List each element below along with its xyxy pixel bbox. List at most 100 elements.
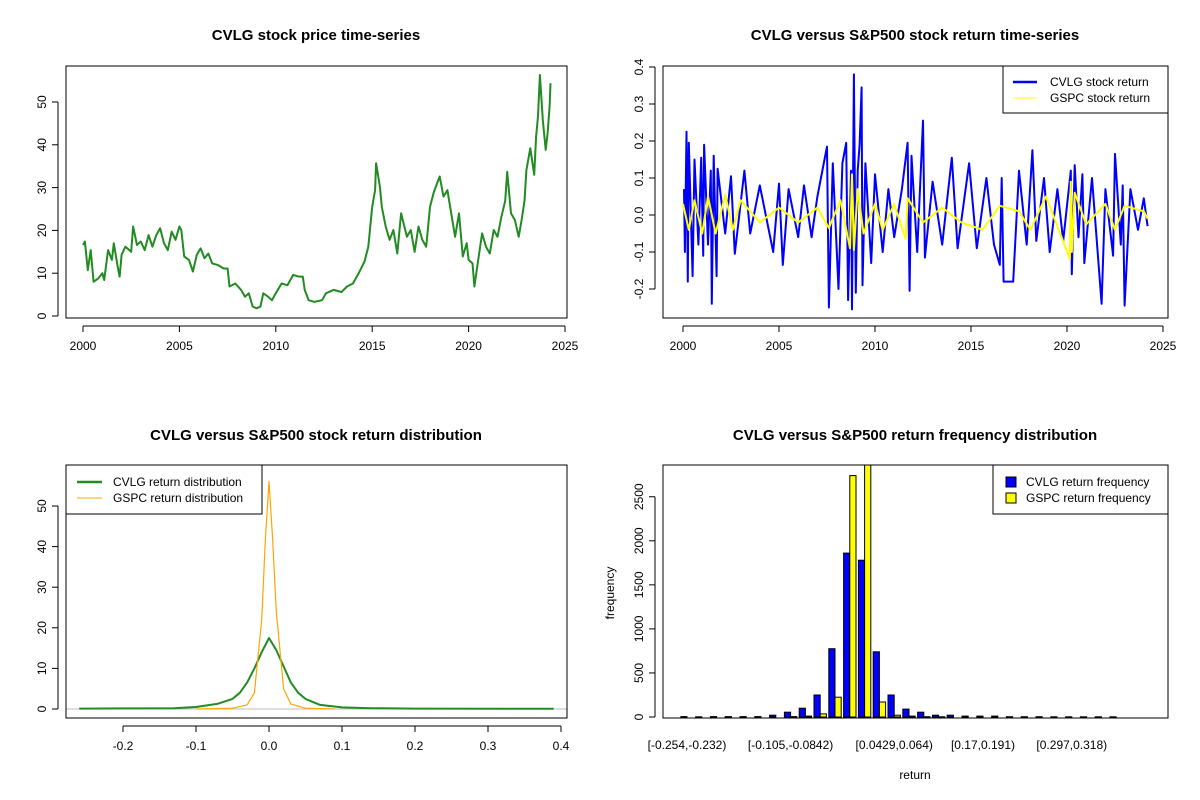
x-tick-label: 0.4 xyxy=(553,739,570,753)
legend-label: CVLG return frequency xyxy=(1026,475,1149,489)
y-tick-label: 0.3 xyxy=(632,95,646,112)
x-tick-label: -0.1 xyxy=(186,739,207,753)
cvlg-frequency-bar xyxy=(976,715,984,718)
x-tick-label: 2015 xyxy=(958,339,985,353)
x-tick-label: 0.1 xyxy=(334,739,351,753)
x-tick-label: [-0.105,-0.0842) xyxy=(748,738,833,752)
cvlg-density-line xyxy=(79,637,554,710)
y-tick-label: 40 xyxy=(35,138,49,152)
x-tick-label: 0.0 xyxy=(261,739,278,753)
y-tick-label: 0 xyxy=(35,705,49,712)
y-tick-label: -0.1 xyxy=(632,241,646,262)
cvlg-frequency-bar xyxy=(961,715,969,718)
gspc-frequency-bar xyxy=(804,715,813,718)
chart-title: CVLG stock price time-series xyxy=(212,27,420,44)
cvlg-frequency-bar xyxy=(931,714,940,718)
gspc-frequency-bar xyxy=(864,465,872,718)
y-tick-label: 30 xyxy=(35,580,49,594)
x-tick-label: [0.0429,0.064) xyxy=(855,738,932,752)
x-tick-label: [0.17,0.191) xyxy=(951,738,1015,752)
y-axis-label: frequency xyxy=(603,567,617,620)
y-tick-label: 20 xyxy=(35,223,49,237)
cvlg-frequency-bar xyxy=(917,711,925,718)
x-tick-label: 2010 xyxy=(862,339,889,353)
cvlg-return-line xyxy=(683,73,1149,311)
y-tick-label: 0.2 xyxy=(632,132,646,149)
gspc-frequency-bar xyxy=(849,475,857,718)
plot-area xyxy=(682,73,1149,311)
plot-frame xyxy=(65,65,568,319)
x-tick-label: 2015 xyxy=(359,339,386,353)
y-tick-label: 2000 xyxy=(632,527,646,554)
gspc-density-line xyxy=(195,481,335,710)
y-tick-label: 1500 xyxy=(632,571,646,598)
x-tick-label: 2005 xyxy=(166,339,193,353)
cvlg-frequency-bar xyxy=(857,559,866,718)
x-tick-label: -0.2 xyxy=(113,739,134,753)
panel-distribution: CVLG versus S&P500 stock return distribu… xyxy=(35,427,570,753)
gspc-frequency-bar xyxy=(834,696,842,718)
y-tick-label: 500 xyxy=(632,663,646,683)
cvlg-frequency-bar xyxy=(902,708,910,718)
x-tick-label: 2025 xyxy=(552,339,579,353)
legend: CVLG return distribution GSPC return dist… xyxy=(65,464,263,515)
x-tick-label: 0.2 xyxy=(407,739,424,753)
chart-title: CVLG versus S&P500 return frequency dist… xyxy=(733,427,1097,444)
legend-box xyxy=(1002,65,1169,114)
x-tick-label: 2000 xyxy=(670,339,697,353)
x-tick-label: 2025 xyxy=(1150,339,1177,353)
y-tick-label: 0 xyxy=(35,312,49,319)
cvlg-frequency-bar xyxy=(887,694,895,718)
legend-label: CVLG return distribution xyxy=(113,475,242,489)
y-tick-label: 10 xyxy=(35,661,49,675)
cvlg-frequency-bar xyxy=(783,711,792,718)
x-tick-label: 2020 xyxy=(455,339,482,353)
plot-frame xyxy=(662,464,1169,719)
plot-area xyxy=(680,465,1117,718)
chart-title: CVLG versus S&P500 stock return time-ser… xyxy=(751,27,1079,44)
x-axis-label: return xyxy=(899,768,930,782)
gspc-frequency-bar xyxy=(893,714,901,718)
gspc-return-line xyxy=(682,173,1149,261)
cvlg-frequency-bar xyxy=(813,694,821,718)
legend: CVLG return frequency GSPC return frequen… xyxy=(992,464,1169,515)
plot-frame xyxy=(662,65,1169,319)
legend-box xyxy=(992,464,1169,515)
y-tick-label: 50 xyxy=(35,499,49,513)
cvlg-frequency-bar xyxy=(946,714,954,718)
y-tick-label: 2500 xyxy=(632,483,646,510)
x-tick-label: 2010 xyxy=(262,339,289,353)
y-tick-label: 40 xyxy=(35,540,49,554)
x-tick-label: 2000 xyxy=(70,339,97,353)
y-tick-label: 30 xyxy=(35,181,49,195)
x-tick-label: [-0.254,-0.232) xyxy=(648,738,727,752)
gspc-frequency-bar xyxy=(819,713,827,718)
y-tick-label: 0.1 xyxy=(632,169,646,186)
panel-histogram: CVLG versus S&P500 return frequency dist… xyxy=(603,427,1169,782)
y-tick-label: 20 xyxy=(35,621,49,635)
legend-swatch xyxy=(1005,476,1017,488)
cvlg-frequency-bar xyxy=(991,715,999,718)
cvlg-frequency-bar xyxy=(828,648,836,718)
panel-price: CVLG stock price time-series 2000 2005 201… xyxy=(35,27,579,353)
cvlg-frequency-bar xyxy=(872,651,880,718)
cvlg-frequency-bar xyxy=(769,714,777,718)
x-tick-label: 0.3 xyxy=(480,739,497,753)
gspc-frequency-bar xyxy=(908,715,916,718)
y-tick-label: 0 xyxy=(632,713,646,720)
y-tick-label: 10 xyxy=(35,266,49,280)
legend-label: GSPC stock return xyxy=(1050,91,1150,105)
chart-title: CVLG versus S&P500 stock return distribu… xyxy=(150,427,482,444)
cvlg-frequency-bar xyxy=(798,707,806,718)
x-tick-label: 2005 xyxy=(766,339,793,353)
y-tick-label: 1000 xyxy=(632,615,646,642)
y-tick-label: -0.2 xyxy=(632,278,646,299)
plot-frame xyxy=(65,464,568,719)
x-tick-label: 2020 xyxy=(1054,339,1081,353)
panel-returns: CVLG versus S&P500 stock return time-ser… xyxy=(632,27,1177,353)
legend-label: CVLG stock return xyxy=(1050,75,1149,89)
gspc-frequency-bar xyxy=(878,701,887,718)
legend-label: GSPC return distribution xyxy=(113,491,243,505)
legend: CVLG stock return GSPC stock return xyxy=(1002,65,1169,114)
